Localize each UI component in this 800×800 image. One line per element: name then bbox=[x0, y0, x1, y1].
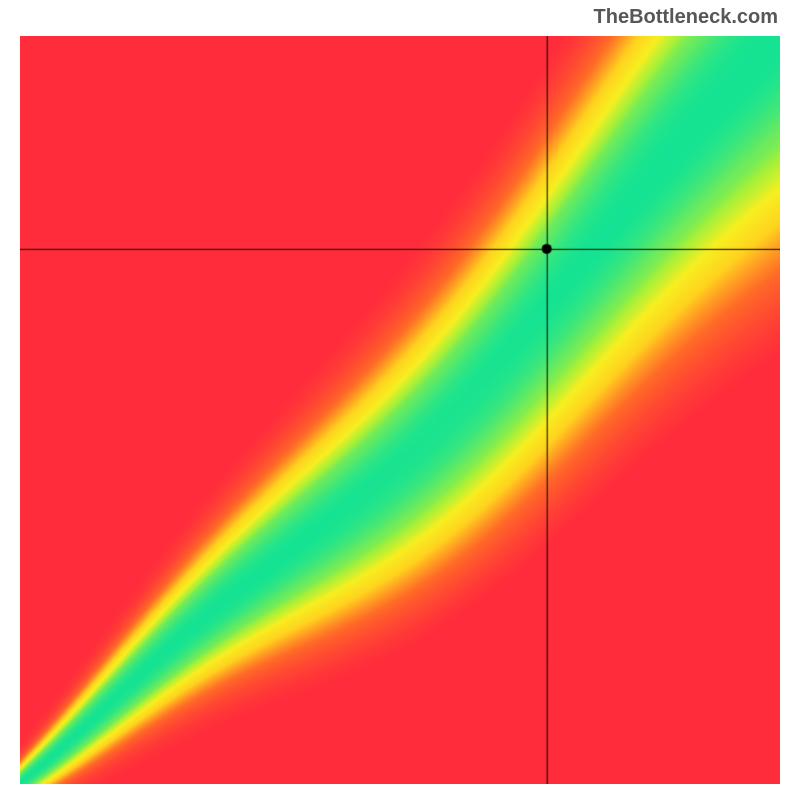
heatmap-canvas bbox=[20, 36, 780, 784]
heatmap-chart bbox=[20, 36, 780, 784]
attribution-text: TheBottleneck.com bbox=[594, 6, 778, 29]
